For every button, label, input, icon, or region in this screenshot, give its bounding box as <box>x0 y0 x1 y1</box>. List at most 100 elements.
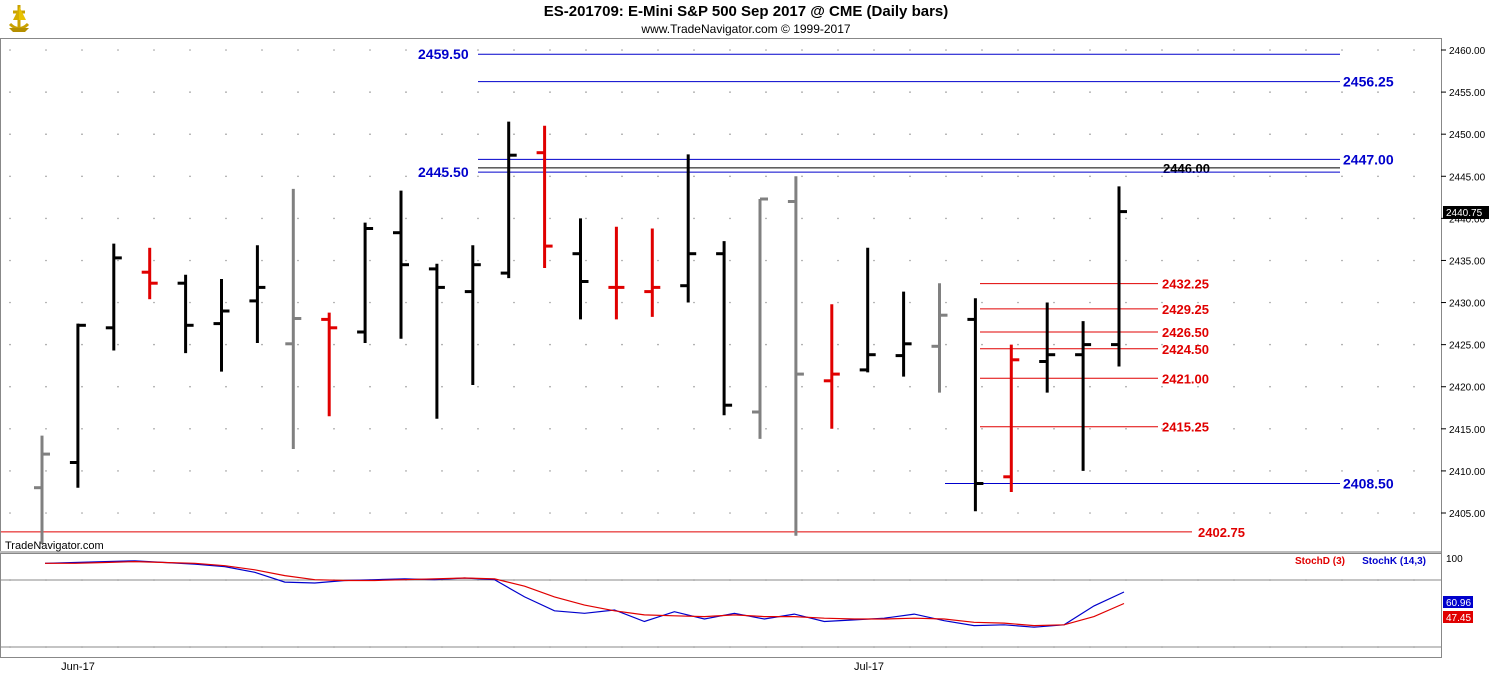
grid-dot <box>333 343 335 346</box>
grid-dot <box>585 301 587 304</box>
grid-dot <box>225 428 227 430</box>
grid-dot <box>873 217 875 220</box>
grid-dot <box>585 175 587 178</box>
series-line-stochd <box>45 560 1125 627</box>
grid-dot <box>1269 428 1271 430</box>
grid-dot <box>1053 175 1055 178</box>
grid-dot <box>549 470 551 472</box>
grid-dot <box>1269 301 1271 304</box>
grid-dot <box>621 133 623 135</box>
grid-dot <box>513 428 515 430</box>
grid-dot <box>585 133 587 135</box>
grid-dot <box>369 259 371 262</box>
ohlc-bar <box>321 312 338 417</box>
grid-dot <box>1341 259 1343 262</box>
grid-dot <box>693 217 695 220</box>
grid-dot <box>1269 259 1271 262</box>
grid-dot <box>1305 512 1307 514</box>
grid-dot <box>9 428 11 430</box>
grid-dot <box>1233 133 1235 135</box>
grid-dot <box>477 133 479 135</box>
grid-dot <box>873 343 875 346</box>
svg-text:47.45: 47.45 <box>1446 613 1471 624</box>
grid-dot <box>621 512 623 514</box>
grid-dot <box>1161 259 1163 262</box>
grid-dot <box>909 217 911 220</box>
grid-dot <box>1233 301 1235 304</box>
grid-dot <box>117 133 119 135</box>
grid-dot <box>1341 133 1343 135</box>
grid-dot <box>1377 133 1379 135</box>
ohlc-bar <box>536 125 553 268</box>
grid-dot <box>45 301 47 304</box>
level-label-2432.25: 2432.25 <box>1162 277 1209 292</box>
stoch-pane-frame <box>0 553 1442 658</box>
grid-dot <box>513 91 515 93</box>
grid-dot <box>9 49 11 51</box>
grid-dot <box>441 259 443 262</box>
grid-dot <box>1233 385 1235 388</box>
grid-dot <box>369 385 371 388</box>
grid-dot <box>765 470 767 472</box>
grid-dot <box>621 217 623 220</box>
grid-dot <box>45 91 47 93</box>
grid-dot <box>1377 512 1379 514</box>
grid-dot <box>189 49 191 51</box>
grid-dot <box>1125 512 1127 514</box>
grid-dot <box>1017 343 1019 346</box>
grid-dot <box>297 343 299 346</box>
grid-dot <box>369 301 371 304</box>
grid-dot <box>873 175 875 178</box>
grid-dot <box>837 49 839 51</box>
ohlc-bar <box>105 243 122 351</box>
grid-dot <box>1305 133 1307 135</box>
grid-dot <box>297 175 299 178</box>
y-tick-label: 2430.00 <box>1449 299 1486 310</box>
grid-dot <box>945 428 947 430</box>
grid-dot <box>9 343 11 346</box>
grid-dot <box>1197 385 1199 388</box>
grid-dot <box>1305 259 1307 262</box>
grid-dot <box>405 385 407 388</box>
grid-dot <box>1197 133 1199 135</box>
grid-dot <box>153 175 155 178</box>
grid-dot <box>981 512 983 514</box>
last-price-tag: 2440.75 <box>1443 206 1489 219</box>
grid-dot <box>621 385 623 388</box>
grid-dot <box>441 91 443 93</box>
grid-dot <box>729 133 731 135</box>
grid-dot <box>1377 385 1379 388</box>
grid-dot <box>1089 49 1091 51</box>
grid-dot <box>657 91 659 93</box>
grid-dot <box>837 470 839 472</box>
grid-dot <box>981 259 983 262</box>
grid-dot <box>1089 428 1091 430</box>
grid-dot <box>513 175 515 178</box>
grid-dot <box>81 91 83 93</box>
grid-dot <box>81 133 83 135</box>
series-line-stochk <box>44 560 1125 628</box>
ohlc-bar <box>1111 186 1127 367</box>
bars-layer <box>34 121 1127 545</box>
grid-dot <box>693 512 695 514</box>
price-axis: 2405.00 2410.00 2415.00 2420.00 2425.00 2430.… <box>1441 46 1486 520</box>
grid-dot <box>1161 217 1163 220</box>
ohlc-bar <box>428 263 445 419</box>
y-tick-label: 2410.00 <box>1449 467 1486 478</box>
grid-dot <box>1161 512 1163 514</box>
grid-dot <box>81 470 83 472</box>
grid-dot <box>873 259 875 262</box>
grid-dot <box>1017 91 1019 93</box>
level-label-2456.25: 2456.25 <box>1343 74 1394 90</box>
grid-dot <box>225 385 227 388</box>
ohlc-bar <box>1003 344 1020 492</box>
grid-dot <box>189 133 191 135</box>
grid-dot <box>1017 470 1019 472</box>
stoch-layer <box>44 560 1125 628</box>
grid-dot <box>837 428 839 430</box>
grid-dot <box>1269 470 1271 472</box>
grid-dot <box>981 343 983 346</box>
grid-dot <box>45 470 47 472</box>
grid-dot <box>153 385 155 388</box>
